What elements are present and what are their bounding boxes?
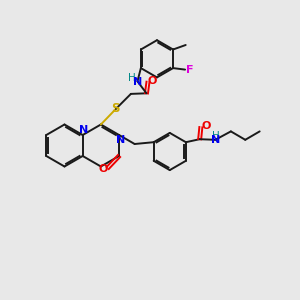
Text: N: N (79, 125, 88, 135)
Text: N: N (116, 135, 125, 145)
Text: H: H (128, 73, 135, 83)
Text: N: N (211, 135, 220, 146)
Text: O: O (201, 121, 211, 131)
Text: O: O (99, 164, 108, 174)
Text: H: H (212, 131, 220, 141)
Text: O: O (148, 76, 157, 86)
Text: N: N (133, 76, 142, 87)
Text: F: F (186, 64, 194, 75)
Text: S: S (112, 102, 120, 116)
